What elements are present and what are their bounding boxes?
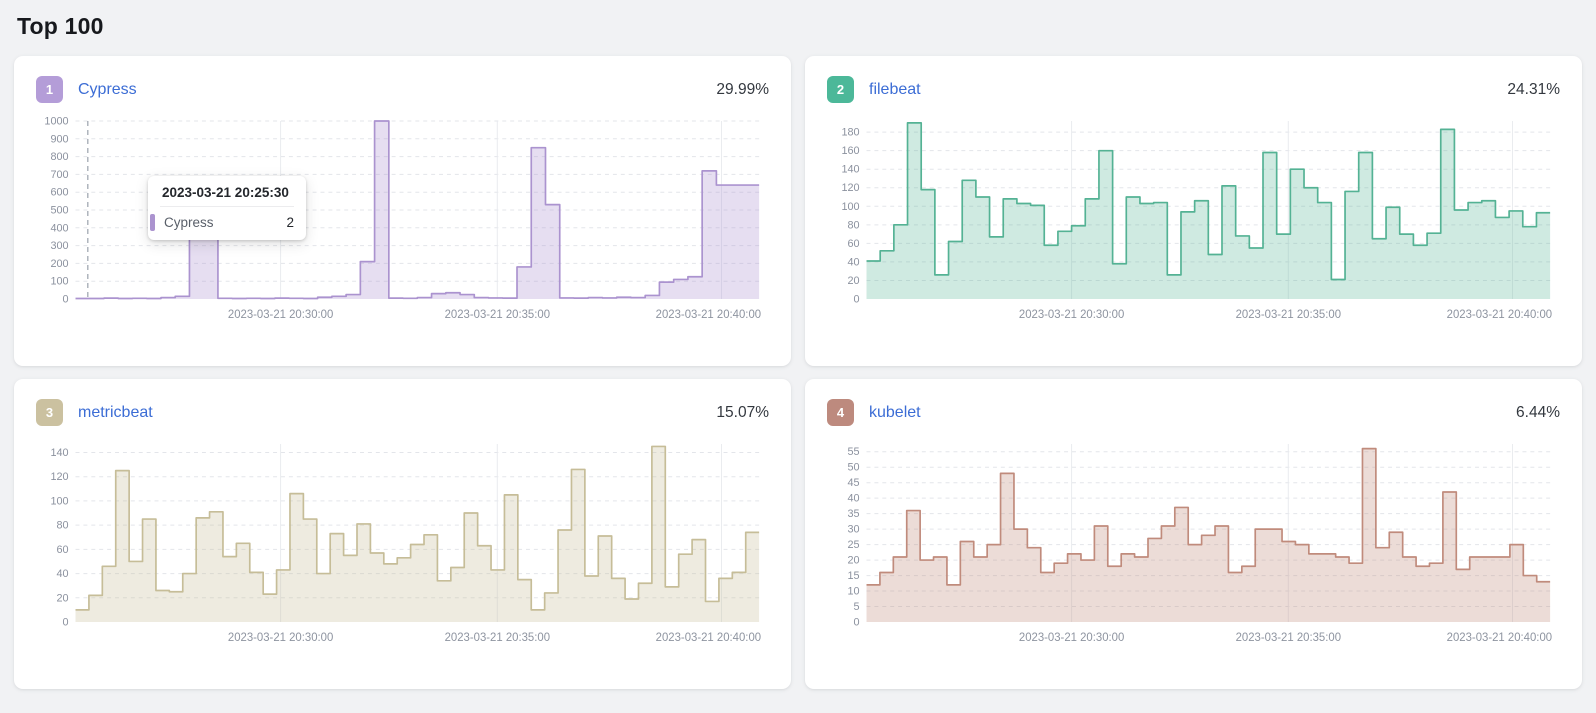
svg-text:700: 700 [50, 169, 68, 181]
svg-text:1000: 1000 [44, 115, 68, 127]
svg-text:400: 400 [50, 222, 68, 234]
percent-value: 24.31% [1507, 80, 1560, 98]
svg-text:120: 120 [50, 471, 68, 483]
series-link-filebeat[interactable]: filebeat [869, 80, 921, 98]
chart-wrap: 0 5 10 15 20 25 30 35 40 45 50 55 2023-03-21 20:30:0… [827, 436, 1560, 652]
svg-text:2023-03-21 20:40:00: 2023-03-21 20:40:00 [1447, 632, 1552, 644]
svg-text:0: 0 [854, 616, 860, 628]
svg-text:45: 45 [848, 477, 860, 489]
card-header: 2 filebeat 24.31% [827, 76, 1560, 103]
svg-text:2023-03-21 20:30:00: 2023-03-21 20:30:00 [1019, 632, 1124, 644]
chart-card-metricbeat: 3 metricbeat 15.07% 0 20 40 60 80 100 120 140 20… [14, 379, 791, 689]
card-header: 4 kubelet 6.44% [827, 399, 1560, 426]
svg-text:15: 15 [848, 570, 860, 582]
svg-text:5: 5 [854, 601, 860, 613]
svg-text:40: 40 [848, 256, 860, 268]
svg-text:800: 800 [50, 151, 68, 163]
svg-text:500: 500 [50, 204, 68, 216]
svg-text:160: 160 [841, 145, 859, 157]
svg-text:0: 0 [63, 293, 69, 305]
svg-text:140: 140 [50, 447, 68, 459]
series-link-kubelet[interactable]: kubelet [869, 403, 921, 421]
svg-text:2023-03-21 20:40:00: 2023-03-21 20:40:00 [656, 632, 761, 644]
svg-text:60: 60 [57, 544, 69, 556]
svg-text:600: 600 [50, 187, 68, 199]
svg-text:40: 40 [57, 568, 69, 580]
svg-text:2023-03-21 20:35:00: 2023-03-21 20:35:00 [1236, 632, 1341, 644]
rank-badge: 2 [827, 76, 854, 103]
svg-text:900: 900 [50, 133, 68, 145]
step-area-chart-filebeat[interactable]: 0 20 40 60 80 100 120 140 160 180 2023-03-21 20:30… [827, 113, 1560, 329]
rank-badge: 4 [827, 399, 854, 426]
svg-text:120: 120 [841, 182, 859, 194]
step-area-chart-kubelet[interactable]: 0 5 10 15 20 25 30 35 40 45 50 55 2023-03-21 20:30:0… [827, 436, 1560, 652]
svg-text:2023-03-21 20:30:00: 2023-03-21 20:30:00 [228, 309, 333, 321]
svg-text:20: 20 [57, 592, 69, 604]
percent-value: 6.44% [1516, 403, 1560, 421]
svg-text:2023-03-21 20:35:00: 2023-03-21 20:35:00 [445, 632, 550, 644]
svg-text:0: 0 [63, 616, 69, 628]
card-header: 1 Cypress 29.99% [36, 76, 769, 103]
svg-text:200: 200 [50, 258, 68, 270]
page-title: Top 100 [17, 13, 104, 39]
svg-text:2023-03-21 20:30:00: 2023-03-21 20:30:00 [1019, 309, 1124, 321]
svg-text:30: 30 [848, 524, 860, 536]
svg-text:140: 140 [841, 164, 859, 176]
svg-text:2023-03-21 20:40:00: 2023-03-21 20:40:00 [1447, 309, 1552, 321]
svg-text:40: 40 [848, 493, 860, 505]
svg-text:80: 80 [848, 219, 860, 231]
card-header: 3 metricbeat 15.07% [36, 399, 769, 426]
percent-value: 29.99% [716, 80, 769, 98]
svg-text:100: 100 [50, 495, 68, 507]
svg-text:20: 20 [848, 275, 860, 287]
svg-text:0: 0 [854, 293, 860, 305]
svg-text:2023-03-21 20:30:00: 2023-03-21 20:30:00 [228, 632, 333, 644]
svg-text:50: 50 [848, 462, 860, 474]
svg-text:55: 55 [848, 446, 860, 458]
svg-text:180: 180 [841, 127, 859, 139]
chart-wrap: 0 20 40 60 80 100 120 140 160 180 2023-03-21 20:30… [827, 113, 1560, 329]
rank-badge: 3 [36, 399, 63, 426]
svg-text:2023-03-21 20:35:00: 2023-03-21 20:35:00 [445, 309, 550, 321]
svg-text:100: 100 [50, 276, 68, 288]
rank-badge: 1 [36, 76, 63, 103]
svg-text:2023-03-21 20:35:00: 2023-03-21 20:35:00 [1236, 309, 1341, 321]
chart-card-filebeat: 2 filebeat 24.31% 0 20 40 60 80 100 120 140 160 1… [805, 56, 1582, 366]
series-link-metricbeat[interactable]: metricbeat [78, 403, 153, 421]
svg-text:80: 80 [57, 520, 69, 532]
chart-card-kubelet: 4 kubelet 6.44% 0 5 10 15 20 25 30 35 40 45 50 55 20… [805, 379, 1582, 689]
svg-text:2023-03-21 20:40:00: 2023-03-21 20:40:00 [656, 309, 761, 321]
svg-text:25: 25 [848, 539, 860, 551]
svg-text:60: 60 [848, 238, 860, 250]
chart-wrap: 0 100 200 300 400 500 600 700 800 900 1000 2023-03-… [36, 113, 769, 329]
series-link-cypress[interactable]: Cypress [78, 80, 137, 98]
svg-text:100: 100 [841, 201, 859, 213]
svg-text:35: 35 [848, 508, 860, 520]
svg-text:300: 300 [50, 240, 68, 252]
cards-grid: 1 Cypress 29.99% 0 100 200 300 400 500 600 700 8… [14, 56, 1582, 689]
chart-wrap: 0 20 40 60 80 100 120 140 2023-03-21 20:30:00 202… [36, 436, 769, 652]
step-area-chart-metricbeat[interactable]: 0 20 40 60 80 100 120 140 2023-03-21 20:30:00 202… [36, 436, 769, 652]
percent-value: 15.07% [716, 403, 769, 421]
chart-card-cypress: 1 Cypress 29.99% 0 100 200 300 400 500 600 700 8… [14, 56, 791, 366]
svg-text:10: 10 [848, 585, 860, 597]
svg-text:20: 20 [848, 555, 860, 567]
step-area-chart-cypress[interactable]: 0 100 200 300 400 500 600 700 800 900 1000 2023-03-… [36, 113, 769, 329]
